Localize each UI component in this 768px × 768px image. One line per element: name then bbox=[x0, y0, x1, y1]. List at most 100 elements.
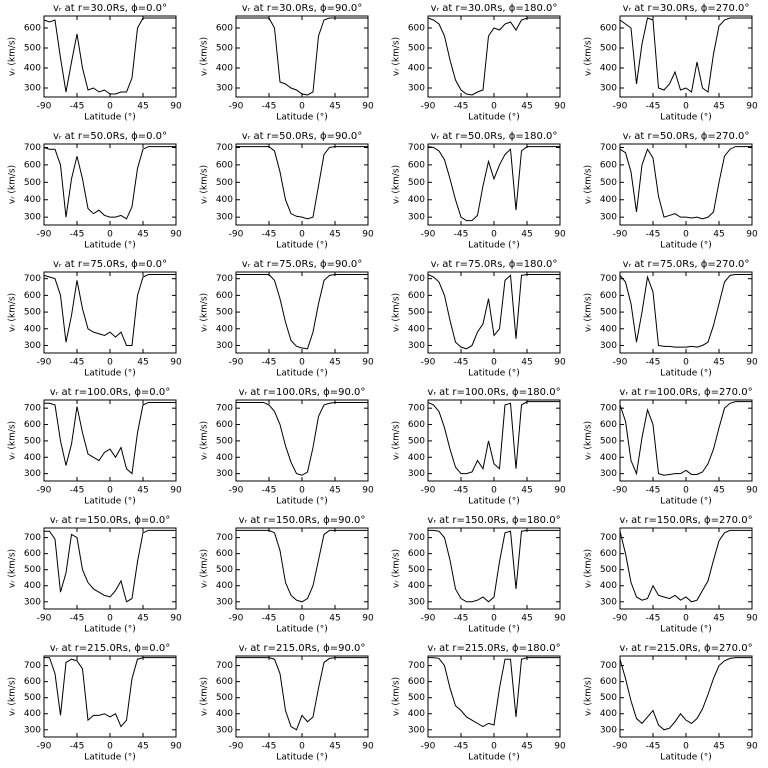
y-tick-label: 400 bbox=[408, 581, 425, 591]
x-tick-label: -45 bbox=[262, 230, 277, 240]
x-tick-label: -45 bbox=[262, 614, 277, 624]
y-tick-label: 600 bbox=[216, 291, 233, 301]
y-tick-label: 500 bbox=[408, 44, 425, 54]
y-tick-label: 500 bbox=[24, 565, 41, 575]
y-tick-label: 300 bbox=[24, 725, 41, 735]
chart-title: vᵣ at r=150.0Rs, ϕ=180.0° bbox=[427, 515, 560, 526]
x-tick-label: 45 bbox=[521, 486, 532, 496]
x-axis-label: Latitude (°) bbox=[468, 497, 519, 507]
y-tick-label: 400 bbox=[24, 453, 41, 463]
y-axis-label: vᵣ (km/s) bbox=[392, 37, 402, 76]
y-axis-label: vᵣ (km/s) bbox=[392, 421, 402, 460]
y-tick-label: 600 bbox=[408, 291, 425, 301]
y-tick-label: 500 bbox=[216, 178, 233, 188]
chart-title: vᵣ at r=50.0Rs, ϕ=270.0° bbox=[623, 131, 750, 142]
y-tick-label: 600 bbox=[600, 24, 617, 34]
y-tick-label: 300 bbox=[600, 725, 617, 735]
chart-title: vᵣ at r=150.0Rs, ϕ=90.0° bbox=[239, 515, 366, 526]
chart-title: vᵣ at r=50.0Rs, ϕ=180.0° bbox=[431, 131, 558, 142]
y-tick-label: 600 bbox=[24, 420, 41, 430]
x-axis-label: Latitude (°) bbox=[660, 753, 711, 763]
x-tick-label: -45 bbox=[70, 614, 85, 624]
y-tick-label: 600 bbox=[600, 677, 617, 687]
chart-title: vᵣ at r=215.0Rs, ϕ=0.0° bbox=[50, 643, 170, 654]
x-tick-label: 45 bbox=[329, 742, 340, 752]
x-tick-label: -45 bbox=[454, 230, 469, 240]
y-tick-label: 300 bbox=[600, 213, 617, 223]
y-tick-label: 600 bbox=[216, 24, 233, 34]
y-tick-label: 600 bbox=[216, 549, 233, 559]
y-tick-label: 700 bbox=[408, 404, 425, 414]
y-tick-label: 300 bbox=[408, 469, 425, 479]
chart-title: vᵣ at r=75.0Rs, ϕ=270.0° bbox=[623, 259, 750, 270]
data-line bbox=[236, 17, 368, 96]
x-tick-label: 90 bbox=[362, 102, 374, 112]
x-tick-label: 45 bbox=[521, 230, 532, 240]
x-axis-label: Latitude (°) bbox=[660, 625, 711, 635]
x-axis-label: Latitude (°) bbox=[84, 113, 135, 123]
y-tick-label: 700 bbox=[600, 533, 617, 543]
y-tick-label: 500 bbox=[600, 565, 617, 575]
x-tick-label: -45 bbox=[646, 614, 661, 624]
x-tick-label: 0 bbox=[299, 230, 305, 240]
x-tick-label: -45 bbox=[454, 614, 469, 624]
y-tick-label: 600 bbox=[216, 420, 233, 430]
x-axis-label: Latitude (°) bbox=[84, 497, 135, 507]
x-tick-label: -45 bbox=[262, 486, 277, 496]
x-tick-label: 45 bbox=[713, 742, 724, 752]
y-tick-label: 500 bbox=[24, 308, 41, 318]
x-tick-label: 45 bbox=[137, 230, 148, 240]
x-tick-label: 90 bbox=[362, 230, 374, 240]
y-tick-label: 300 bbox=[600, 597, 617, 607]
x-tick-label: 45 bbox=[521, 358, 532, 368]
x-tick-label: 90 bbox=[362, 614, 374, 624]
plot-frame bbox=[619, 399, 753, 482]
y-tick-label: 400 bbox=[216, 64, 233, 74]
y-tick-label: 600 bbox=[600, 549, 617, 559]
x-tick-label: 45 bbox=[137, 358, 148, 368]
plot-frame bbox=[43, 399, 177, 482]
x-tick-label: 0 bbox=[491, 102, 497, 112]
y-tick-label: 700 bbox=[408, 274, 425, 284]
plot-frame bbox=[43, 271, 177, 354]
y-tick-label: 400 bbox=[408, 195, 425, 205]
data-line bbox=[43, 274, 176, 346]
y-axis-label: vᵣ (km/s) bbox=[584, 293, 594, 332]
y-tick-label: 600 bbox=[24, 24, 41, 34]
y-axis-label: vᵣ (km/s) bbox=[200, 293, 210, 332]
x-tick-label: 45 bbox=[137, 742, 148, 752]
x-tick-label: 0 bbox=[299, 742, 305, 752]
y-tick-label: 500 bbox=[216, 44, 233, 54]
x-tick-label: -90 bbox=[229, 358, 244, 368]
y-tick-label: 500 bbox=[408, 693, 425, 703]
x-tick-label: 0 bbox=[299, 358, 305, 368]
x-axis-label: Latitude (°) bbox=[84, 753, 135, 763]
y-tick-label: 700 bbox=[408, 661, 425, 671]
y-tick-label: 700 bbox=[216, 274, 233, 284]
y-tick-label: 600 bbox=[600, 291, 617, 301]
x-tick-label: -90 bbox=[421, 486, 436, 496]
x-tick-label: 90 bbox=[362, 358, 374, 368]
x-tick-label: 90 bbox=[554, 358, 566, 368]
x-tick-label: 45 bbox=[713, 358, 724, 368]
data-line bbox=[619, 657, 752, 731]
y-tick-label: 500 bbox=[408, 565, 425, 575]
x-tick-label: 90 bbox=[554, 742, 566, 752]
x-tick-label: 90 bbox=[554, 102, 566, 112]
y-tick-label: 500 bbox=[216, 693, 233, 703]
y-tick-label: 400 bbox=[600, 64, 617, 74]
y-axis-label: vᵣ (km/s) bbox=[200, 677, 210, 716]
y-tick-label: 500 bbox=[408, 308, 425, 318]
data-line bbox=[427, 274, 560, 350]
y-axis-label: vᵣ (km/s) bbox=[584, 165, 594, 204]
y-tick-label: 300 bbox=[24, 469, 41, 479]
data-line bbox=[427, 401, 560, 475]
x-tick-label: -45 bbox=[454, 486, 469, 496]
x-tick-label: 0 bbox=[491, 742, 497, 752]
data-line bbox=[236, 401, 368, 476]
x-tick-label: 45 bbox=[713, 102, 724, 112]
y-tick-label: 500 bbox=[216, 436, 233, 446]
y-axis-label: vᵣ (km/s) bbox=[8, 677, 18, 716]
y-axis-label: vᵣ (km/s) bbox=[8, 421, 18, 460]
y-tick-label: 300 bbox=[216, 341, 233, 351]
